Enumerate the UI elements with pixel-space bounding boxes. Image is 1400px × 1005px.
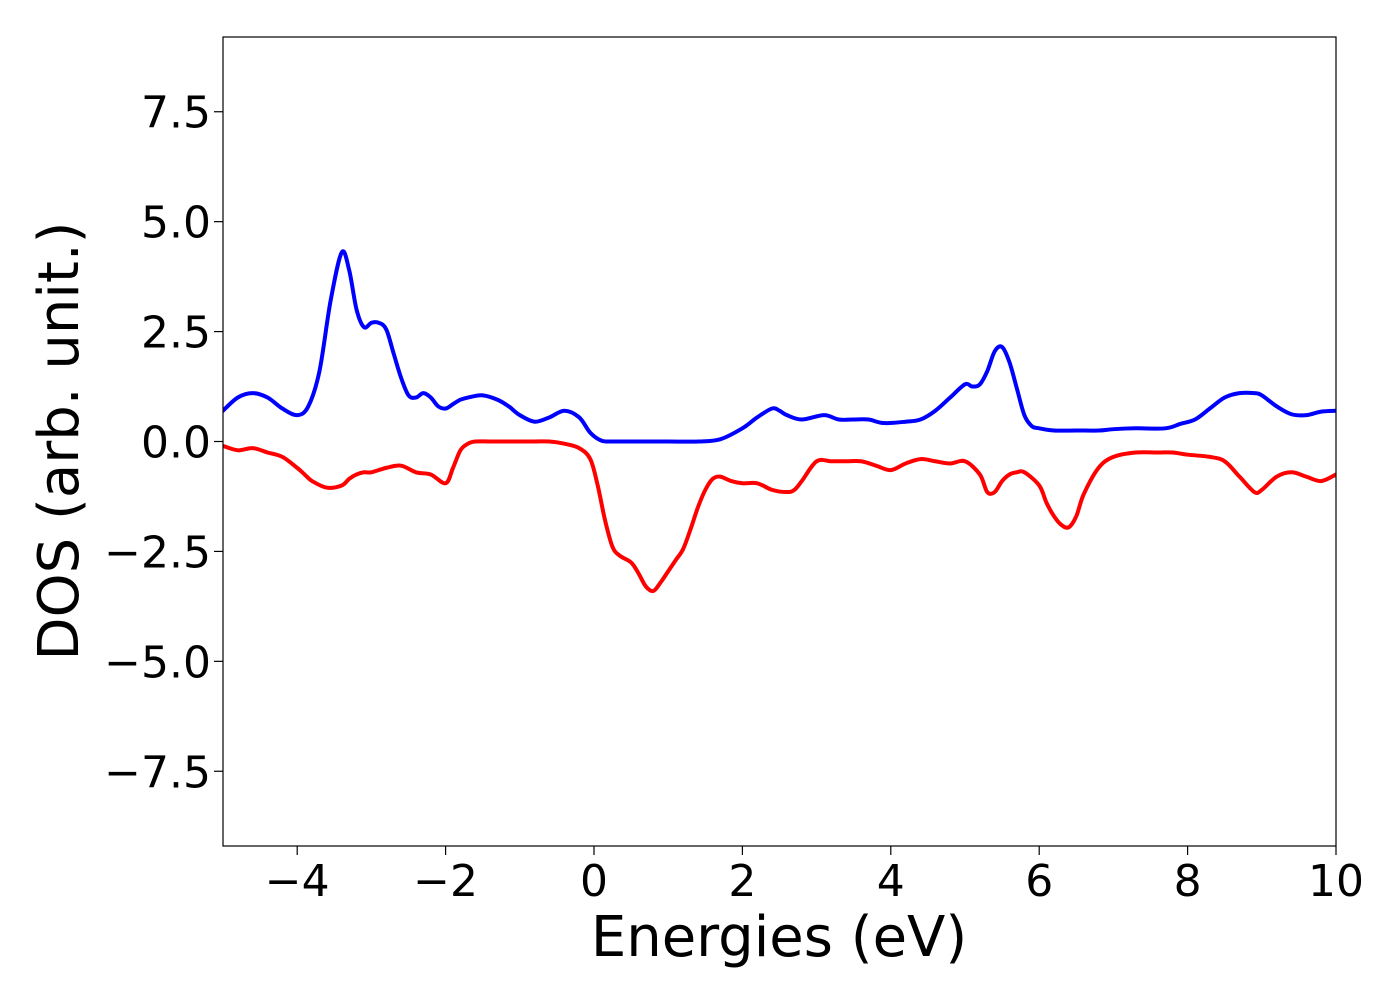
plot-area (223, 249, 1336, 594)
y-tick-label: 5.0 (141, 198, 211, 249)
x-tick-label: 2 (728, 856, 756, 907)
plot-frame (222, 36, 1337, 847)
y-tick-label: 7.5 (141, 88, 211, 139)
x-tick-label: −2 (413, 856, 478, 907)
x-tick-label: −4 (265, 856, 330, 907)
x-axis-label: Energies (eV) (591, 905, 967, 970)
series-line-0 (223, 249, 1336, 444)
x-tick-label: 10 (1308, 856, 1364, 907)
y-tick-label: 0.0 (141, 418, 211, 469)
y-tick-label: 2.5 (141, 308, 211, 359)
series-layer (223, 249, 1336, 594)
x-tick-label: 4 (877, 856, 905, 907)
x-axis: −4 −2 0 2 4 6 8 10 (265, 846, 1364, 907)
x-tick-label: 6 (1025, 856, 1053, 907)
y-tick-label: −7.5 (104, 747, 211, 798)
x-tick-label: 0 (580, 856, 608, 907)
y-tick-label: −5.0 (104, 637, 211, 688)
series-line-1 (223, 439, 1336, 594)
y-tick-label: −2.5 (104, 527, 211, 578)
x-tick-label: 8 (1174, 856, 1202, 907)
y-axis-label: DOS (arb. unit.) (27, 221, 92, 660)
y-axis: 7.5 5.0 2.5 0.0 −2.5 −5.0 −7.5 (104, 88, 223, 798)
